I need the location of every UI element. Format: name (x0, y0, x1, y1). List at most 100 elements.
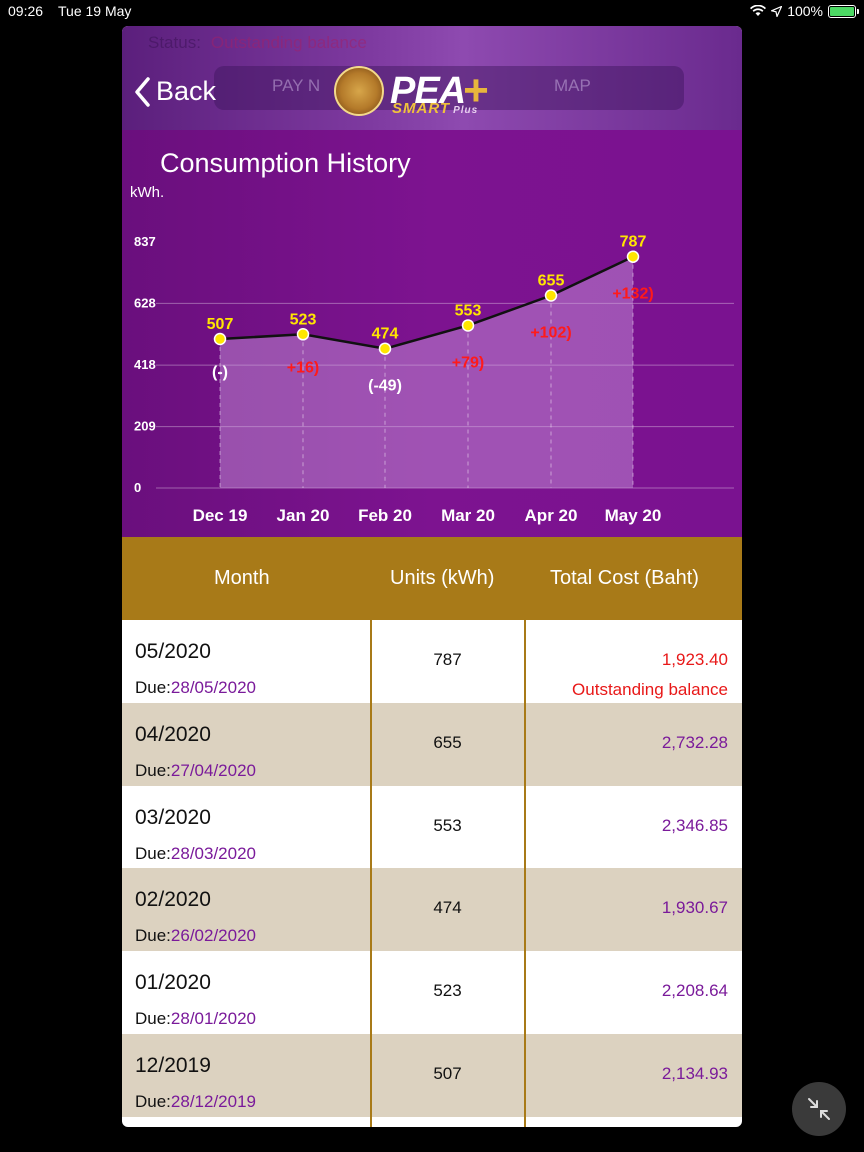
row-cost: 1,930.67 (661, 898, 728, 918)
x-tick-label: Jan 20 (277, 506, 330, 525)
change-label: +16) (287, 359, 319, 376)
due-label: Due: (135, 1091, 171, 1111)
row-units: 507 (433, 1063, 462, 1083)
column-divider (370, 620, 372, 1127)
collapse-button[interactable] (792, 1082, 846, 1136)
bill-row[interactable]: 05/2020 Due:28/05/2020 787 1,923.40 Outs… (122, 620, 742, 703)
x-tick-label: Feb 20 (358, 506, 412, 525)
chevron-left-icon (135, 76, 150, 107)
row-units: 523 (433, 981, 462, 1001)
outstanding-balance-label: Outstanding balance (572, 680, 728, 699)
value-label: 523 (290, 311, 317, 328)
brand-text: PEA (390, 70, 466, 112)
area-fill (220, 256, 633, 488)
row-month: 05/2020 (135, 640, 211, 663)
chart-title: Consumption History (160, 148, 411, 178)
value-label: 787 (620, 234, 647, 251)
y-tick-label: 837 (134, 234, 156, 249)
ghost-status: Status: Outstanding balance (148, 33, 367, 53)
bill-row[interactable]: 02/2020 Due:26/02/2020 474 1,930.67 (122, 868, 742, 952)
row-cost: 2,134.93 (661, 1063, 728, 1083)
data-point (378, 342, 392, 355)
back-label: Back (156, 76, 217, 106)
row-month: 12/2019 (135, 1053, 211, 1077)
due-label: Due: (135, 926, 171, 946)
wifi-icon (750, 5, 767, 16)
due-date: 27/04/2020 (170, 760, 257, 780)
row-due: Due:27/04/2020 (135, 761, 256, 781)
row-cost: 2,208.64 (661, 981, 728, 1001)
change-label: (-) (212, 364, 228, 381)
header-cost: Total Cost (Baht) (550, 567, 699, 589)
row-cost: 2,346.85 (661, 815, 728, 835)
row-cost: 2,732.28 (661, 732, 728, 752)
row-month: 01/2020 (135, 971, 211, 995)
brand-sub-text: SMART (392, 100, 451, 117)
x-tick-label: Dec 19 (193, 506, 248, 525)
chart-svg: 837 628 418 209 0 507 (-) 523 +16) 474 (-49) 553 +79… (134, 234, 734, 525)
y-tick-label: 209 (134, 419, 156, 434)
y-tick-label: 0 (134, 480, 141, 495)
row-units: 655 (433, 732, 462, 752)
status-right: 100% (750, 3, 859, 19)
row-due: Due:28/12/2019 (135, 1092, 256, 1112)
brand-sub: SMART Plus (392, 100, 478, 117)
location-arrow-icon (771, 5, 783, 17)
data-point (461, 319, 475, 332)
due-date: 28/01/2020 (170, 1009, 257, 1029)
bill-row[interactable]: 04/2020 Due:27/04/2020 655 2,732.28 (122, 702, 742, 786)
y-tick-label: 628 (134, 295, 156, 310)
y-tick-label: 418 (134, 357, 156, 372)
change-label: +132) (612, 286, 653, 303)
row-cost: 1,923.40 (661, 650, 728, 669)
pea-seal-icon (334, 66, 384, 116)
x-tick-label: May 20 (605, 506, 662, 525)
due-date: 26/02/2020 (170, 926, 257, 946)
chart-unit-label: kWh. (130, 184, 165, 201)
row-due: Due:28/05/2020 (135, 678, 256, 698)
due-label: Due: (135, 760, 171, 780)
value-label: 474 (372, 326, 399, 343)
change-label: (-49) (368, 378, 402, 395)
row-due: Due:26/02/2020 (135, 926, 256, 946)
row-due: Due:28/01/2020 (135, 1009, 256, 1029)
x-tick-label: Apr 20 (525, 506, 578, 525)
value-label: 553 (455, 302, 482, 319)
ghost-status-value: Outstanding balance (210, 33, 367, 52)
status-time: 09:26 (8, 3, 44, 19)
value-label: 507 (207, 316, 234, 333)
app-window: Status: Outstanding balance PAY N MAP Bac… (122, 26, 742, 1127)
change-label: +102) (530, 324, 571, 341)
value-label: 655 (538, 272, 565, 289)
bill-list: 05/2020 Due:28/05/2020 787 1,923.40 Outs… (122, 620, 742, 1117)
bill-row[interactable]: 12/2019 Due:28/12/2019 507 2,134.93 (122, 1033, 742, 1117)
back-button[interactable]: Back (134, 76, 216, 107)
row-month: 04/2020 (135, 722, 211, 746)
ghost-action-bar (214, 66, 684, 110)
data-point (213, 332, 227, 346)
battery-percent: 100% (787, 3, 823, 19)
plus-icon: + (463, 66, 489, 115)
bill-row[interactable]: 03/2020 Due:28/03/2020 553 2,346.85 (122, 785, 742, 869)
collapse-arrows-icon (808, 1098, 830, 1120)
series-line (219, 255, 634, 350)
pea-smart-plus-logo: PEA + SMART Plus (334, 66, 489, 117)
row-units: 553 (433, 815, 462, 835)
row-due: Due:28/03/2020 (135, 844, 256, 864)
app-header: Status: Outstanding balance PAY N MAP Bac… (122, 26, 742, 130)
data-point (296, 328, 310, 341)
data-point (544, 289, 558, 302)
column-divider (524, 620, 526, 1127)
table-header: Month Units (kWh) Total Cost (Baht) (122, 537, 742, 620)
ghost-pay-label: PAY N (272, 76, 321, 95)
due-date: 28/05/2020 (170, 678, 257, 697)
x-tick-label: Mar 20 (441, 506, 495, 525)
bill-row[interactable]: 01/2020 Due:28/01/2020 523 2,208.64 (122, 951, 742, 1034)
ghost-status-label: Status: (148, 33, 201, 52)
due-date: 28/03/2020 (170, 843, 257, 863)
brand-sub-plus: Plus (453, 105, 479, 116)
row-month: 03/2020 (135, 805, 211, 829)
consumption-chart: Consumption History kWh. 837 628 418 209 0 50… (122, 130, 742, 537)
battery-icon (828, 4, 859, 18)
due-label: Due: (135, 843, 171, 863)
